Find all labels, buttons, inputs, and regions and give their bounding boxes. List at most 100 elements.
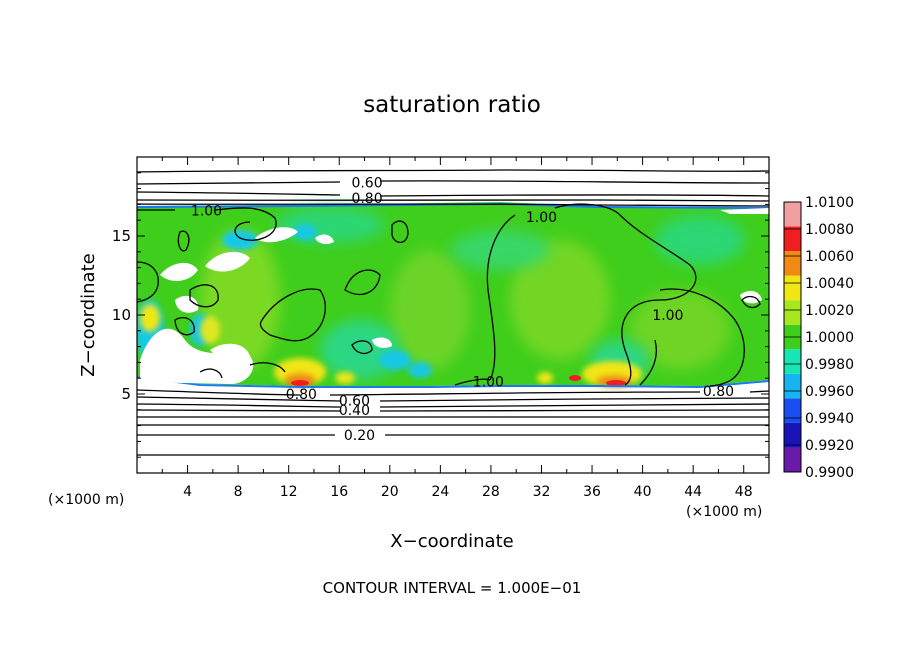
saturation-field bbox=[137, 157, 769, 473]
yellow-patch bbox=[335, 372, 355, 384]
contour-line bbox=[454, 378, 491, 386]
colorbar-label: 1.0020 bbox=[805, 303, 854, 319]
teal-patch bbox=[655, 215, 745, 265]
yellow-green-patch bbox=[630, 290, 730, 370]
contour-line bbox=[137, 180, 769, 185]
white-void bbox=[140, 328, 254, 385]
white-void bbox=[175, 295, 199, 313]
contour-labels: 0.600.801.00 1.001.001.000.80 0.600.400.20… bbox=[191, 175, 734, 444]
x-tick-label: 36 bbox=[583, 484, 601, 500]
yellow-patch bbox=[200, 316, 220, 344]
y-axis: 5 10 15 bbox=[112, 172, 769, 458]
contour-line bbox=[137, 207, 277, 241]
contour-line bbox=[659, 288, 745, 387]
y-tick-label: 10 bbox=[112, 306, 131, 324]
x-tick-label: 24 bbox=[431, 484, 449, 500]
x-tick-label: 44 bbox=[684, 484, 702, 500]
contour-line bbox=[137, 389, 769, 396]
colorbar-segment bbox=[784, 275, 801, 301]
colorbar: 0.9900 0.9920 0.9940 0.9960 0.9980 1.0000 1.00… bbox=[783, 195, 854, 481]
z-unit-label: (×1000 m) bbox=[48, 492, 124, 508]
contour-label: 0.20 bbox=[344, 428, 375, 444]
contour-label: 1.00 bbox=[191, 204, 222, 220]
contour-line bbox=[741, 295, 761, 309]
contour-label: 1.00 bbox=[652, 308, 683, 324]
y-tick-label: 5 bbox=[121, 385, 131, 403]
contour-line bbox=[351, 340, 373, 355]
contour-line bbox=[391, 220, 409, 244]
contour-line bbox=[174, 317, 195, 336]
colorbar-label: 1.0000 bbox=[805, 330, 854, 346]
colorbar-segment bbox=[784, 447, 801, 472]
colorbar-label: 1.0100 bbox=[805, 195, 854, 211]
x-tick-label: 32 bbox=[533, 484, 551, 500]
colorbar-label: 0.9940 bbox=[805, 411, 854, 427]
contour-line bbox=[486, 203, 697, 386]
yellow-green-patch bbox=[510, 240, 610, 360]
cyan-patch bbox=[379, 350, 411, 370]
contour-label: 1.00 bbox=[473, 374, 504, 390]
x-tick-label: 20 bbox=[381, 484, 399, 500]
contour-line bbox=[249, 362, 286, 373]
colorbar-segment bbox=[784, 422, 801, 448]
colorbar-segment bbox=[784, 226, 801, 252]
colorbar-label: 1.0060 bbox=[805, 249, 854, 265]
contour-line bbox=[137, 396, 769, 402]
contour-line bbox=[137, 191, 769, 197]
x-tick-label: 12 bbox=[280, 484, 298, 500]
colorbar-segment bbox=[784, 373, 801, 399]
red-patch bbox=[291, 380, 309, 386]
contour-line bbox=[137, 203, 769, 207]
x-tick-label: 40 bbox=[634, 484, 652, 500]
yellow-patch bbox=[140, 304, 160, 332]
yellow-green-patch bbox=[390, 250, 470, 370]
x-tick-label: 8 bbox=[234, 484, 243, 500]
contour-line bbox=[344, 269, 381, 295]
contour-line bbox=[189, 284, 219, 308]
x-unit-label: (×1000 m) bbox=[686, 504, 762, 520]
colorbar-label: 0.9980 bbox=[805, 357, 854, 373]
contour-line bbox=[137, 199, 769, 202]
cyan-patch bbox=[222, 230, 258, 250]
colorbar-label: 0.9900 bbox=[805, 465, 854, 481]
teal-patch bbox=[320, 320, 400, 380]
contour-line bbox=[259, 288, 326, 342]
contour-line bbox=[199, 368, 223, 379]
contour-line bbox=[639, 339, 657, 386]
colorbar-label: 0.9960 bbox=[805, 384, 854, 400]
contour-label: 0.80 bbox=[351, 191, 382, 207]
blue-edge-base bbox=[137, 376, 769, 389]
x-tick-label: 4 bbox=[183, 484, 192, 500]
contour-label: 1.00 bbox=[526, 210, 557, 226]
contour-label: 0.60 bbox=[339, 393, 370, 409]
colorbar-label: 1.0080 bbox=[805, 222, 854, 238]
y-axis-label: Z−coordinate bbox=[78, 253, 99, 376]
colorbar-label: 1.0040 bbox=[805, 276, 854, 292]
colorbar-segment bbox=[784, 202, 801, 227]
white-void bbox=[255, 227, 298, 243]
contour-line bbox=[137, 409, 769, 412]
colorbar-segment bbox=[784, 349, 801, 374]
white-void bbox=[720, 208, 769, 214]
white-void bbox=[160, 262, 198, 282]
x-axis-label: X−coordinate bbox=[390, 531, 513, 552]
contour-label: 0.80 bbox=[286, 387, 317, 403]
contour-label: 0.40 bbox=[339, 403, 370, 419]
cyan-patch bbox=[293, 224, 317, 240]
cyan-patch bbox=[408, 362, 432, 378]
colorbar-segment bbox=[784, 398, 801, 423]
chart-title: saturation ratio bbox=[363, 92, 541, 118]
contour-label: 0.80 bbox=[703, 384, 734, 400]
contour-line bbox=[137, 403, 769, 408]
colorbar-label: 0.9920 bbox=[805, 438, 854, 454]
x-tick-label: 16 bbox=[330, 484, 348, 500]
y-tick-label: 15 bbox=[112, 227, 131, 245]
red-patch bbox=[606, 380, 626, 386]
red-patch bbox=[569, 375, 581, 381]
colorbar-segment bbox=[784, 300, 801, 325]
teal-patch bbox=[450, 230, 550, 270]
contour-line bbox=[137, 169, 769, 173]
contour-interval-note: CONTOUR INTERVAL = 1.000E−01 bbox=[323, 579, 582, 597]
x-tick-label: 28 bbox=[482, 484, 500, 500]
